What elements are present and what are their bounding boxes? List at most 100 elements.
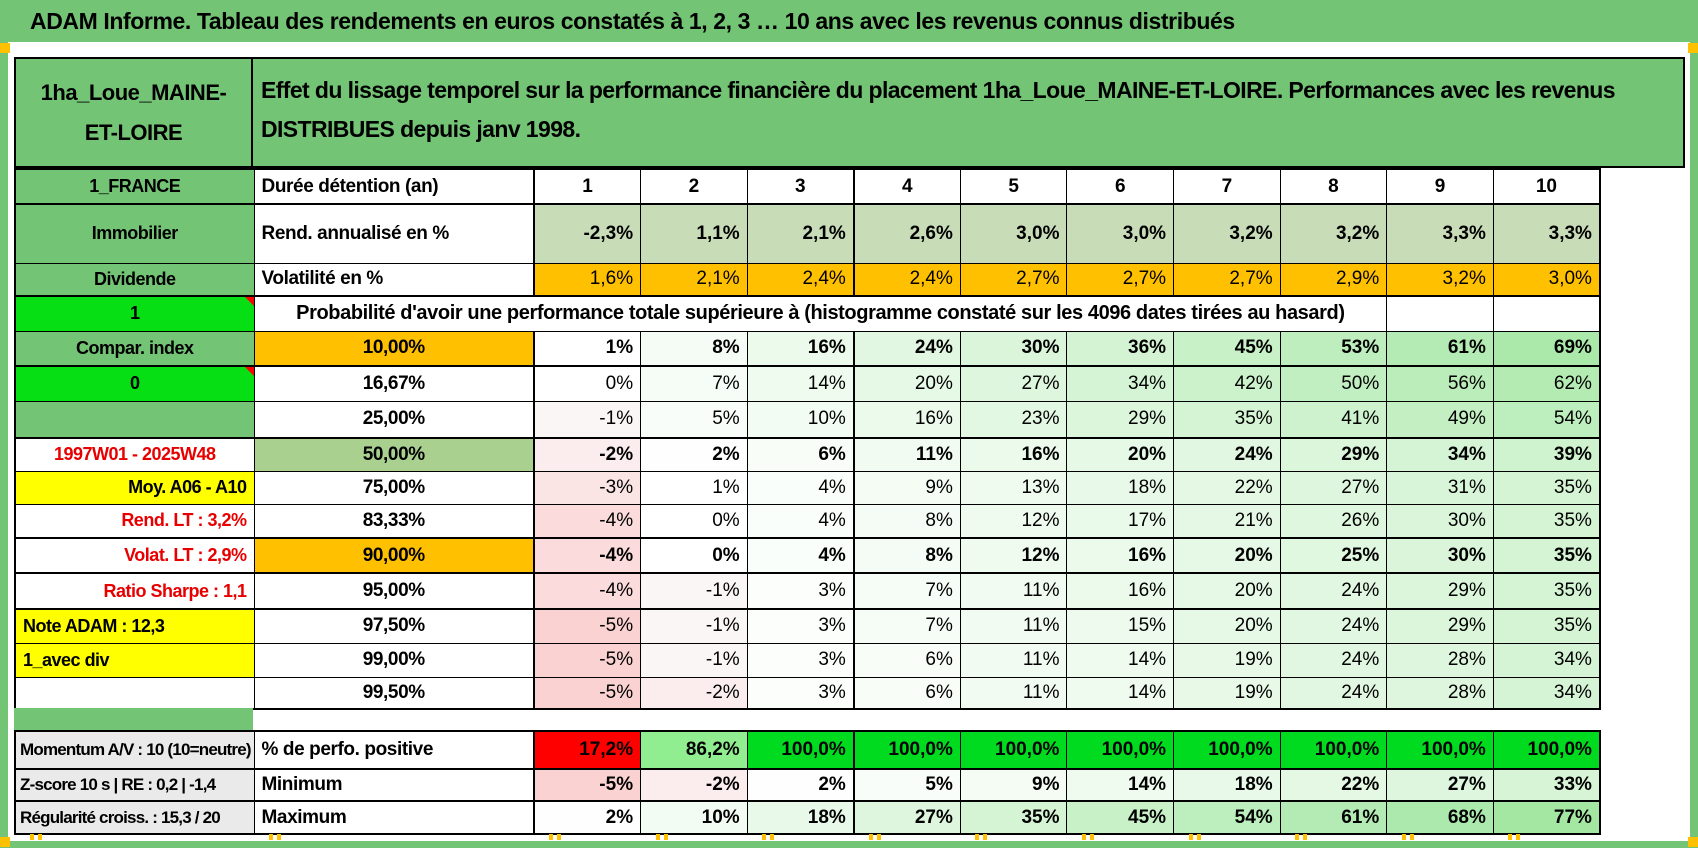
metric-cell[interactable]: 97,50% <box>253 608 535 644</box>
value-cell[interactable]: 35% <box>1492 537 1601 574</box>
row-label-cell[interactable]: Note ADAM : 12,3 <box>14 608 255 644</box>
value-cell[interactable]: 62% <box>1492 365 1601 402</box>
value-cell[interactable]: 7% <box>852 608 961 644</box>
value-cell[interactable]: 20% <box>1173 608 1281 644</box>
value-cell[interactable]: 3,0% <box>1492 262 1601 297</box>
value-cell[interactable]: 54% <box>1173 800 1281 835</box>
value-cell[interactable]: 19% <box>1173 642 1281 678</box>
value-cell[interactable]: 23% <box>959 400 1068 439</box>
value-cell[interactable]: 24% <box>1279 642 1388 678</box>
metric-cell[interactable]: 16,67% <box>253 365 535 402</box>
value-cell[interactable]: 27% <box>959 365 1068 402</box>
value-cell[interactable]: 2 <box>640 168 748 205</box>
value-cell[interactable]: 2,1% <box>640 262 748 297</box>
value-cell[interactable]: 5% <box>640 400 748 439</box>
value-cell[interactable]: -1% <box>533 400 642 439</box>
value-cell[interactable]: 14% <box>1066 768 1175 802</box>
value-cell[interactable]: 6% <box>852 676 961 710</box>
value-cell[interactable]: 36% <box>1066 330 1175 367</box>
metric-cell[interactable]: 25,00% <box>253 400 535 439</box>
value-cell[interactable]: 34% <box>1066 365 1175 402</box>
value-cell[interactable]: 2,4% <box>746 262 855 297</box>
value-cell[interactable]: 18% <box>1066 470 1175 505</box>
metric-cell[interactable]: 99,50% <box>253 676 535 710</box>
empty-cell[interactable] <box>1492 295 1601 332</box>
value-cell[interactable]: 4% <box>746 470 855 505</box>
value-cell[interactable]: 16% <box>852 400 961 439</box>
value-cell[interactable]: 4% <box>746 537 855 574</box>
value-cell[interactable]: 5% <box>852 768 961 802</box>
row-label-cell[interactable]: Z-score 10 s | RE : 0,2 | -1,4 <box>14 768 255 802</box>
value-cell[interactable]: 24% <box>852 330 961 367</box>
value-cell[interactable]: 53% <box>1279 330 1388 367</box>
row-label-cell[interactable]: Volat. LT : 2,9% <box>14 537 255 574</box>
value-cell[interactable]: 3% <box>746 608 855 644</box>
value-cell[interactable]: 11% <box>959 676 1068 710</box>
value-cell[interactable]: 61% <box>1279 800 1388 835</box>
value-cell[interactable]: 29% <box>1279 437 1388 472</box>
metric-cell[interactable]: 99,00% <box>253 642 535 678</box>
value-cell[interactable]: -3% <box>533 470 642 505</box>
metric-cell[interactable]: 90,00% <box>253 537 535 574</box>
value-cell[interactable]: 41% <box>1279 400 1388 439</box>
value-cell[interactable]: 3% <box>746 572 855 610</box>
row-label-cell[interactable]: Ratio Sharpe : 1,1 <box>14 572 255 610</box>
value-cell[interactable]: -2% <box>533 437 642 472</box>
value-cell[interactable]: 3,2% <box>1386 262 1494 297</box>
row-label-cell[interactable]: 1_FRANCE <box>14 168 255 205</box>
value-cell[interactable]: 35% <box>1492 608 1601 644</box>
value-cell[interactable]: 3,3% <box>1492 203 1601 264</box>
value-cell[interactable]: 17% <box>1066 503 1175 539</box>
empty-cell[interactable] <box>1386 295 1494 332</box>
value-cell[interactable]: 50% <box>1279 365 1388 402</box>
value-cell[interactable]: 12% <box>959 503 1068 539</box>
value-cell[interactable]: 6% <box>852 642 961 678</box>
value-cell[interactable]: 11% <box>959 642 1068 678</box>
value-cell[interactable]: 3% <box>746 642 855 678</box>
value-cell[interactable]: 100,0% <box>746 730 855 770</box>
metric-cell[interactable]: 75,00% <box>253 470 535 505</box>
value-cell[interactable]: 54% <box>1492 400 1601 439</box>
value-cell[interactable]: 100,0% <box>1492 730 1601 770</box>
value-cell[interactable]: -5% <box>533 608 642 644</box>
value-cell[interactable]: 10 <box>1492 168 1601 205</box>
value-cell[interactable]: -2% <box>640 768 748 802</box>
value-cell[interactable]: 11% <box>959 608 1068 644</box>
value-cell[interactable]: 18% <box>746 800 855 835</box>
value-cell[interactable]: -1% <box>640 572 748 610</box>
value-cell[interactable]: 35% <box>1173 400 1281 439</box>
value-cell[interactable]: 20% <box>852 365 961 402</box>
row-label-cell[interactable]: Compar. index <box>14 330 255 367</box>
value-cell[interactable]: 27% <box>1386 768 1494 802</box>
description-cell[interactable]: Effet du lissage temporel sur la perform… <box>253 57 1685 168</box>
value-cell[interactable]: 10% <box>640 800 748 835</box>
row-label-cell[interactable]: Moy. A06 - A10 <box>14 470 255 505</box>
value-cell[interactable]: 22% <box>1279 768 1388 802</box>
metric-cell[interactable]: 10,00% <box>253 330 535 367</box>
value-cell[interactable]: 35% <box>959 800 1068 835</box>
value-cell[interactable]: 8% <box>640 330 748 367</box>
value-cell[interactable]: 2,4% <box>852 262 961 297</box>
value-cell[interactable]: 24% <box>1279 572 1388 610</box>
value-cell[interactable]: 4% <box>746 503 855 539</box>
value-cell[interactable]: 8% <box>852 537 961 574</box>
value-cell[interactable]: 12% <box>959 537 1068 574</box>
value-cell[interactable]: 2,7% <box>1173 262 1281 297</box>
value-cell[interactable]: 1,1% <box>640 203 748 264</box>
value-cell[interactable]: 100,0% <box>852 730 961 770</box>
value-cell[interactable]: 2,6% <box>852 203 961 264</box>
value-cell[interactable]: 7 <box>1173 168 1281 205</box>
value-cell[interactable]: 34% <box>1386 437 1494 472</box>
value-cell[interactable]: 18% <box>1173 768 1281 802</box>
value-cell[interactable]: 17,2% <box>533 730 642 770</box>
value-cell[interactable]: 2,9% <box>1279 262 1388 297</box>
value-cell[interactable]: 45% <box>1173 330 1281 367</box>
value-cell[interactable]: 28% <box>1386 642 1494 678</box>
value-cell[interactable]: 27% <box>1279 470 1388 505</box>
value-cell[interactable]: 1% <box>640 470 748 505</box>
value-cell[interactable]: 61% <box>1386 330 1494 367</box>
value-cell[interactable]: 28% <box>1386 676 1494 710</box>
value-cell[interactable]: 0% <box>640 503 748 539</box>
value-cell[interactable]: 0% <box>533 365 642 402</box>
value-cell[interactable]: 100,0% <box>1386 730 1494 770</box>
